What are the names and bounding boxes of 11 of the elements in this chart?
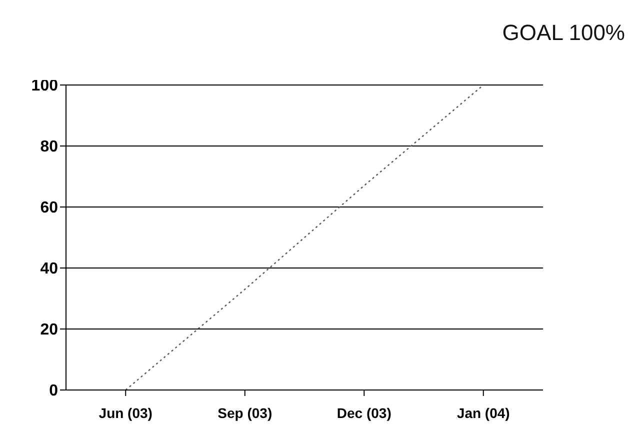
y-tick-label: 60 — [40, 200, 58, 217]
x-tick-label: Dec (03) — [336, 404, 392, 421]
x-tick-label: Jan (04) — [456, 404, 510, 421]
y-tick-label: 40 — [40, 260, 58, 278]
y-tick-label: 0 — [49, 382, 58, 400]
x-tick-label: Jun (03) — [98, 404, 152, 421]
line-series — [125, 85, 484, 390]
x-tick-label: Sep (03) — [218, 404, 272, 421]
chart-title: GOAL 100% — [502, 20, 625, 46]
y-tick-label: 80 — [40, 138, 58, 156]
y-tick-label: 20 — [40, 322, 58, 339]
